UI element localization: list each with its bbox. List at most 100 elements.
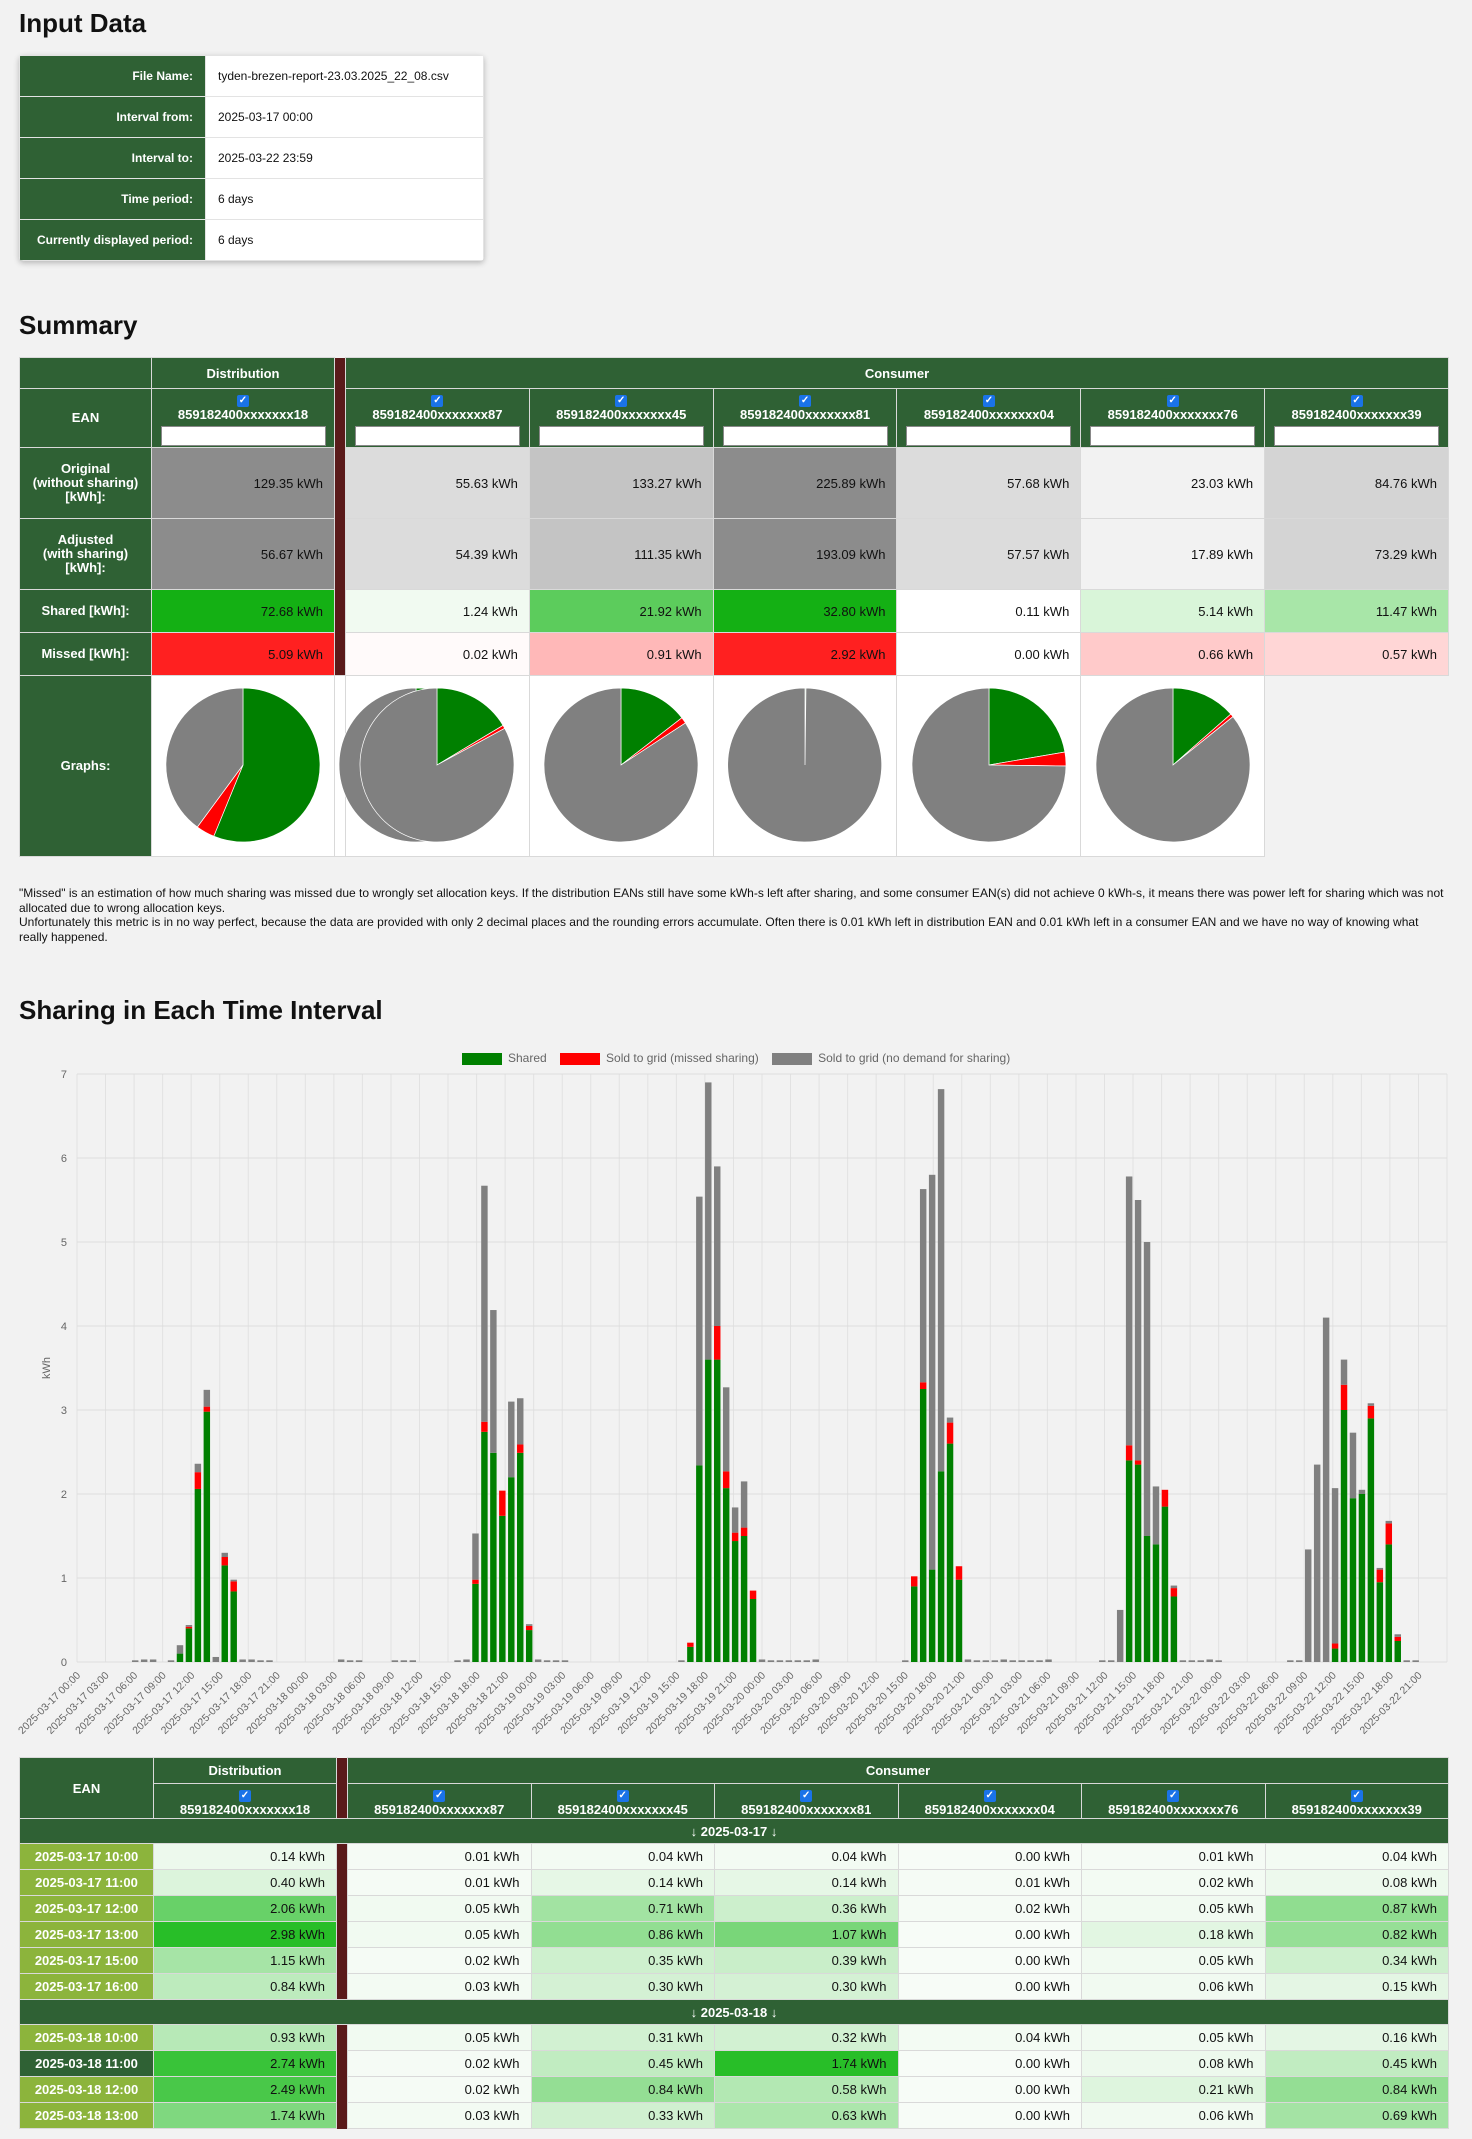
bar-no-demand[interactable]	[221, 1552, 228, 1557]
bar-shared[interactable]	[230, 1591, 237, 1662]
bar-shared[interactable]	[911, 1586, 918, 1662]
bar-shared[interactable]	[955, 1579, 963, 1662]
bar-no-demand[interactable]	[167, 1660, 175, 1662]
bar-shared[interactable]	[937, 1471, 945, 1662]
ean-checkbox[interactable]: ✓	[1350, 394, 1363, 407]
bar-no-demand[interactable]	[1287, 1660, 1294, 1662]
bar-no-demand[interactable]	[1179, 1660, 1187, 1662]
bar-no-demand[interactable]	[937, 1089, 945, 1472]
bar-no-demand[interactable]	[490, 1310, 497, 1453]
bar-no-demand[interactable]	[678, 1660, 685, 1662]
bar-no-demand[interactable]	[1215, 1660, 1222, 1662]
ean-checkbox[interactable]: ✓	[615, 394, 628, 407]
bar-missed[interactable]	[203, 1406, 211, 1412]
bar-shared[interactable]	[1385, 1544, 1393, 1662]
ean-checkbox[interactable]: ✓	[799, 394, 812, 407]
bar-no-demand[interactable]	[346, 1660, 354, 1662]
bar-no-demand[interactable]	[508, 1401, 515, 1478]
bar-no-demand[interactable]	[982, 1660, 990, 1662]
detail-ean-checkbox[interactable]: ✓	[800, 1789, 813, 1802]
legend-label-no-demand[interactable]: Sold to grid (no demand for sharing)	[818, 1051, 1011, 1065]
bar-shared[interactable]	[221, 1565, 228, 1662]
bar-no-demand[interactable]	[552, 1660, 560, 1662]
bar-shared[interactable]	[472, 1583, 479, 1662]
bar-shared[interactable]	[1358, 1494, 1366, 1662]
bar-shared[interactable]	[714, 1359, 721, 1662]
bar-no-demand[interactable]	[1045, 1659, 1052, 1662]
bar-missed[interactable]	[1376, 1569, 1384, 1583]
bar-no-demand[interactable]	[1134, 1200, 1142, 1461]
bar-shared[interactable]	[499, 1515, 506, 1662]
bar-no-demand[interactable]	[928, 1174, 936, 1570]
bar-no-demand[interactable]	[1394, 1634, 1401, 1637]
day-toggle[interactable]: ↓ 2025-03-17 ↓	[19, 1818, 1449, 1844]
bar-no-demand[interactable]	[794, 1660, 802, 1662]
bar-shared[interactable]	[185, 1628, 193, 1662]
detail-ean-checkbox[interactable]: ✓	[983, 1789, 996, 1802]
bar-no-demand[interactable]	[1036, 1660, 1043, 1662]
bar-no-demand[interactable]	[1027, 1660, 1034, 1662]
detail-ean-checkbox[interactable]: ✓	[1350, 1789, 1363, 1802]
bar-no-demand[interactable]	[722, 1387, 730, 1472]
bar-no-demand[interactable]	[1000, 1659, 1007, 1662]
bar-no-demand[interactable]	[1412, 1660, 1419, 1662]
bar-missed[interactable]	[517, 1444, 524, 1453]
bar-no-demand[interactable]	[740, 1481, 748, 1528]
bar-shared[interactable]	[687, 1646, 694, 1662]
bar-shared[interactable]	[1125, 1460, 1133, 1662]
ean-alias-input[interactable]	[160, 425, 326, 446]
ean-checkbox[interactable]: ✓	[982, 394, 995, 407]
bar-no-demand[interactable]	[1367, 1403, 1375, 1406]
bar-missed[interactable]	[1125, 1445, 1133, 1461]
bar-no-demand[interactable]	[185, 1625, 193, 1627]
bar-no-demand[interactable]	[481, 1185, 488, 1422]
bar-no-demand[interactable]	[400, 1660, 408, 1662]
bar-missed[interactable]	[731, 1532, 739, 1542]
bar-shared[interactable]	[928, 1569, 936, 1662]
ean-checkbox[interactable]: ✓	[1166, 394, 1179, 407]
ean-checkbox[interactable]: ✓	[431, 394, 444, 407]
bar-missed[interactable]	[221, 1557, 228, 1566]
legend-label-missed[interactable]: Sold to grid (missed sharing)	[606, 1051, 759, 1065]
bar-missed[interactable]	[955, 1566, 963, 1580]
bar-shared[interactable]	[731, 1541, 739, 1662]
bar-shared[interactable]	[1134, 1464, 1142, 1662]
bar-no-demand[interactable]	[1170, 1585, 1178, 1589]
bar-no-demand[interactable]	[696, 1196, 703, 1466]
bar-no-demand[interactable]	[257, 1660, 264, 1662]
bar-shared[interactable]	[1152, 1544, 1160, 1662]
bar-shared[interactable]	[176, 1653, 184, 1662]
bar-no-demand[interactable]	[1107, 1660, 1115, 1662]
bar-no-demand[interactable]	[534, 1659, 542, 1662]
bar-no-demand[interactable]	[248, 1659, 255, 1662]
bar-no-demand[interactable]	[543, 1660, 551, 1662]
bar-missed[interactable]	[911, 1576, 918, 1587]
bar-no-demand[interactable]	[1125, 1176, 1133, 1446]
bar-no-demand[interactable]	[776, 1660, 784, 1662]
bar-missed[interactable]	[1340, 1384, 1348, 1410]
bar-no-demand[interactable]	[803, 1660, 810, 1662]
bar-no-demand[interactable]	[767, 1660, 775, 1662]
bar-no-demand[interactable]	[1313, 1464, 1321, 1662]
bar-shared[interactable]	[490, 1452, 497, 1662]
bar-no-demand[interactable]	[991, 1660, 999, 1662]
bar-missed[interactable]	[1394, 1636, 1401, 1641]
bar-no-demand[interactable]	[1018, 1660, 1025, 1662]
bar-shared[interactable]	[919, 1389, 927, 1662]
bar-shared[interactable]	[481, 1431, 488, 1662]
detail-ean-checkbox[interactable]: ✓	[239, 1789, 251, 1802]
bar-no-demand[interactable]	[758, 1659, 766, 1662]
bar-no-demand[interactable]	[176, 1645, 184, 1654]
bar-no-demand[interactable]	[902, 1660, 909, 1662]
bar-shared[interactable]	[525, 1630, 533, 1662]
bar-missed[interactable]	[230, 1581, 237, 1592]
bar-no-demand[interactable]	[1340, 1359, 1348, 1385]
bar-shared[interactable]	[722, 1488, 730, 1662]
bar-shared[interactable]	[508, 1477, 515, 1662]
bar-no-demand[interactable]	[131, 1660, 139, 1662]
bar-missed[interactable]	[946, 1422, 954, 1444]
bar-no-demand[interactable]	[454, 1660, 461, 1662]
bar-no-demand[interactable]	[705, 1082, 712, 1360]
bar-shared[interactable]	[696, 1465, 703, 1662]
bar-no-demand[interactable]	[1116, 1609, 1124, 1662]
